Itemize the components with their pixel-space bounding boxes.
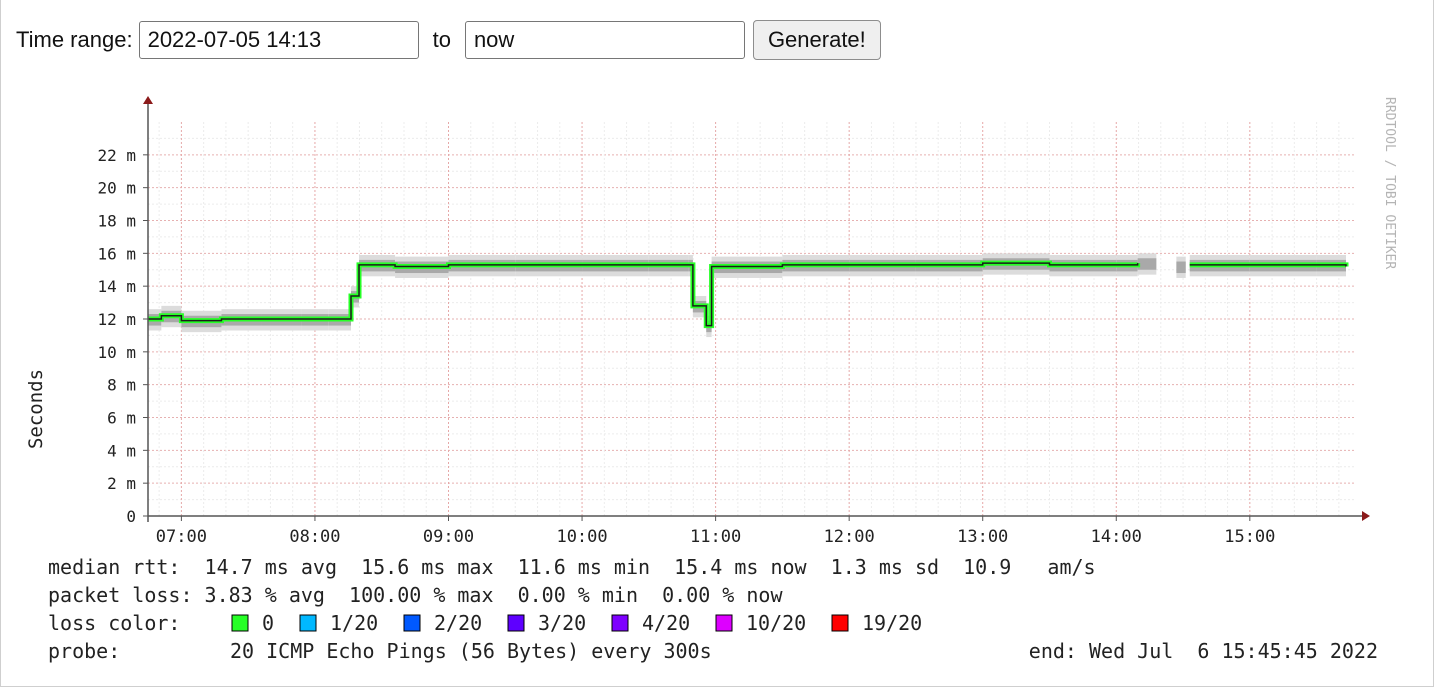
legend-loss-color-label: loss color: [48, 611, 180, 635]
median-rtt-line-core [1189, 264, 1347, 267]
legend-probe-text: 20 ICMP Echo Pings (56 Bytes) every 300s [230, 639, 712, 663]
x-tick-label: 09:00 [423, 527, 474, 547]
y-tick-label: 12 m [97, 310, 136, 329]
loss-color-swatches: 0 1/20 2/20 3/20 4/20 10/20 19/20 [231, 611, 922, 635]
legend-end-time: end: Wed Jul 6 15:45:45 2022 [1029, 639, 1378, 663]
loss-color-swatch [831, 614, 849, 632]
x-tick-label: 07:00 [156, 527, 207, 547]
legend-median-rtt: median rtt: 14.7 ms avg 15.6 ms max 11.6… [48, 555, 1096, 579]
x-tick-label: 13:00 [957, 527, 1008, 547]
y-axis-arrow [143, 96, 153, 104]
x-tick-label: 12:00 [824, 527, 875, 547]
y-tick-label: 8 m [107, 376, 136, 395]
y-tick-label: 2 m [107, 474, 136, 493]
loss-color-swatch [403, 614, 421, 632]
latency-graph: 0 2 m 4 m 6 m 8 m 10 m 12 m 14 m 16 m 18 m 20 m 22 … [25, 96, 1397, 663]
end-time-input[interactable] [464, 21, 745, 59]
legend-packet-loss: packet loss: 3.83 % avg 100.00 % max 0.0… [48, 583, 783, 607]
loss-color-label: 2/20 [434, 611, 482, 635]
time-range-form: Time range: to Generate! [16, 18, 881, 62]
loss-color-swatch [611, 614, 629, 632]
loss-color-label: 3/20 [538, 611, 586, 635]
y-tick-label: 22 m [97, 146, 136, 165]
x-tick-label: 10:00 [556, 527, 607, 547]
x-tick-label: 08:00 [289, 527, 340, 547]
y-tick-label: 14 m [97, 277, 136, 296]
y-tick-label: 16 m [97, 244, 136, 263]
time-range-label: Time range: [16, 27, 133, 52]
loss-color-swatch [231, 614, 249, 632]
x-tick-label: 15:00 [1224, 527, 1275, 547]
y-tick-label: 10 m [97, 343, 136, 362]
series-layer [148, 260, 1349, 329]
to-label: to [432, 27, 451, 52]
legend: median rtt: 14.7 ms avg 15.6 ms max 11.6… [48, 555, 1378, 663]
y-tick-label: 20 m [97, 179, 136, 198]
y-tick-label: 0 [126, 507, 136, 526]
rrdtool-watermark: RRDTOOL / TOBI OETIKER [1382, 97, 1397, 269]
x-axis-arrow [1362, 511, 1370, 521]
axes [143, 96, 1370, 522]
y-tick-label: 6 m [107, 409, 136, 428]
loss-color-swatch [715, 614, 733, 632]
y-axis-label: Seconds [25, 369, 47, 449]
loss-color-swatch [507, 614, 525, 632]
loss-color-label: 10/20 [746, 611, 806, 635]
spread-band-inner [1176, 261, 1186, 274]
x-tick-labels: 07:00 08:00 09:00 10:00 11:00 12:00 13:00 14:00… [156, 516, 1275, 547]
legend-probe-label: probe: [48, 639, 120, 663]
y-tick-label: 18 m [97, 212, 136, 231]
generate-button[interactable]: Generate! [752, 20, 881, 60]
x-tick-label: 11:00 [690, 527, 741, 547]
start-time-input[interactable] [138, 21, 419, 59]
loss-color-label: 0 [262, 611, 274, 635]
spread-band-inner [1137, 258, 1157, 270]
median-rtt-line-core [148, 262, 1139, 327]
x-tick-label: 14:00 [1091, 527, 1142, 547]
y-tick-label: 4 m [107, 441, 136, 460]
grid-lines [148, 122, 1354, 517]
loss-color-label: 4/20 [642, 611, 690, 635]
loss-color-label: 1/20 [330, 611, 378, 635]
y-tick-labels: 0 2 m 4 m 6 m 8 m 10 m 12 m 14 m 16 m 18 m 20 m 22 … [97, 146, 148, 526]
loss-color-label: 19/20 [862, 611, 922, 635]
loss-color-swatch [299, 614, 317, 632]
